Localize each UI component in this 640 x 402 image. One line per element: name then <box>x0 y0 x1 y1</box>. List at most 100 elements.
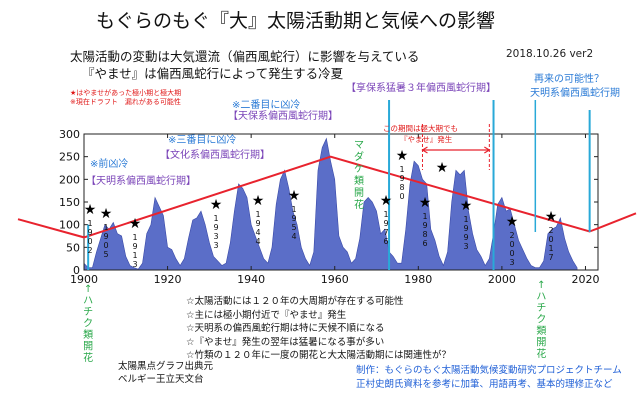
star-marker-1902: ★ <box>84 202 97 218</box>
year-digit: 1 <box>132 233 137 242</box>
x-tick-label: 1900 <box>70 273 98 286</box>
page-title: もぐらのもぐ『大』太陽活動期と気候への影響 <box>96 10 496 32</box>
vertical-char: ハ <box>83 296 93 307</box>
year-digit: 2 <box>87 246 92 255</box>
bullet-item: ☆天明系の偏西風蛇行期は特に天候不順になる <box>186 323 385 335</box>
y-tick-label: 0 <box>73 264 80 277</box>
year-digit: 8 <box>399 183 404 192</box>
ann-range-note-1: この期間は極大期でも <box>383 123 458 133</box>
ann-future-1: 再来の可能性？ <box>534 72 604 85</box>
bullet-item: ☆主には極小期付近で『やませ』発生 <box>186 309 347 321</box>
y-tick-label: 250 <box>59 151 80 164</box>
year-digit: 9 <box>422 221 427 230</box>
star-marker-2017: ★ <box>545 209 558 225</box>
y-tick-label: 300 <box>59 128 80 141</box>
star-marker-1986: ★ <box>419 195 432 211</box>
red-note-stars: ★はやませがあった極小期と極大期 <box>70 89 182 97</box>
subtitle-line-1: 太陽活動の変動は大気還流（偏西風蛇行）に影響を与えている <box>70 49 420 64</box>
year-digit: 2 <box>509 231 514 240</box>
year-digit: 1 <box>383 210 388 219</box>
ann-tenpo-1: ※二番目に凶冷 <box>232 98 300 111</box>
year-digit: 1 <box>132 251 137 260</box>
source-line: ベルギー王立天文台 <box>118 374 204 385</box>
ann-tenmei-1: ※前凶冷 <box>90 157 128 170</box>
version-date: 2018.10.26 ver2 <box>506 48 594 60</box>
x-tick-label: 1920 <box>154 273 182 286</box>
year-digit: 1 <box>103 223 108 232</box>
star-marker-2003: ★ <box>506 214 519 230</box>
vertical-char: 開 <box>536 337 546 349</box>
ann-bunka-1: ※三番目に凶冷 <box>168 133 236 146</box>
x-tick-label: 2020 <box>571 273 599 286</box>
x-tick-label: 1980 <box>404 273 432 286</box>
year-digit: 1 <box>463 215 468 224</box>
star-marker-1913: ★ <box>129 216 142 232</box>
trend-line-120yr <box>17 155 637 239</box>
year-digit: 9 <box>87 228 92 237</box>
vertical-char: ↑ <box>84 284 92 295</box>
vertical-char: 類 <box>83 329 93 341</box>
bullet-item: ☆竹類の１２０年に一度の開花と大太陽活動期には関連性が？ <box>186 350 452 362</box>
y-tick-label: 150 <box>59 196 80 209</box>
year-digit: 9 <box>463 224 468 233</box>
year-digit: 7 <box>383 228 388 237</box>
vertical-char: 開 <box>83 341 93 353</box>
vertical-char: ク <box>536 314 546 326</box>
star-marker-1980: ★ <box>396 148 409 164</box>
year-digit: 0 <box>399 192 404 201</box>
year-digit: 9 <box>463 233 468 242</box>
year-digit: 9 <box>399 174 404 183</box>
year-digit: 6 <box>422 239 427 248</box>
year-digit: 9 <box>132 242 137 251</box>
year-digit: 9 <box>213 223 218 232</box>
vertical-char: ダ <box>354 150 364 163</box>
star-marker-1993: ★ <box>460 198 473 214</box>
star-marker-1954: ★ <box>288 188 301 204</box>
year-digit: 3 <box>463 242 468 251</box>
vertical-char: マ <box>354 140 364 151</box>
star-marker-1989: ★ <box>436 160 449 176</box>
y-tick-label: 100 <box>59 219 80 232</box>
year-digit: 1 <box>422 212 427 221</box>
ann-tenmei-2: 【天明系偏西風蛇行期】 <box>86 174 196 187</box>
vertical-char: ケ <box>354 163 364 175</box>
star-marker-1944: ★ <box>252 193 265 209</box>
year-digit: 1 <box>87 219 92 228</box>
star-marker-1976: ★ <box>380 193 393 209</box>
sunspot-area-series <box>83 137 578 271</box>
bullet-item: ☆太陽活動には１２０年の大周期が存在する可能性 <box>186 296 404 307</box>
year-digit: 0 <box>509 249 514 258</box>
bullet-item: ☆『やませ』発生の翌年は猛暑になる事が多い <box>186 336 385 348</box>
source-note: 太陽黒点グラフ出典元 ベルギー王立天文台 <box>118 360 213 386</box>
year-digit: 4 <box>255 228 260 237</box>
credit-line: 正村史朗氏資料を参考に加筆、用語再考、基本的理修正など <box>356 379 613 390</box>
credit-note: 制作：もぐらのもぐ太陽活動気候変動研究プロジェクトチーム 正村史朗氏資料を参考に… <box>356 364 622 392</box>
ann-range-note-2: 『やませ』発生 <box>400 134 453 144</box>
x-tick-label: 2000 <box>488 273 516 286</box>
vertical-char: 花 <box>354 198 364 211</box>
year-label-1980: 1980 <box>399 165 404 201</box>
year-digit: 9 <box>291 214 296 223</box>
year-digit: 5 <box>103 250 108 259</box>
year-digit: 1 <box>399 165 404 174</box>
star-marker-1933: ★ <box>210 197 223 213</box>
vertical-char: 類 <box>354 175 364 187</box>
vertical-char: 類 <box>536 325 546 337</box>
ann-kyoho: 【享保系猛暑３年偏西風蛇行期】 <box>346 81 496 94</box>
year-digit: 4 <box>255 237 260 246</box>
year-digit: 3 <box>213 241 218 250</box>
source-line: 太陽黒点グラフ出典元 <box>118 361 214 372</box>
vertical-char: 開 <box>354 187 364 199</box>
year-digit: 3 <box>213 232 218 241</box>
year-digit: 0 <box>103 241 108 250</box>
